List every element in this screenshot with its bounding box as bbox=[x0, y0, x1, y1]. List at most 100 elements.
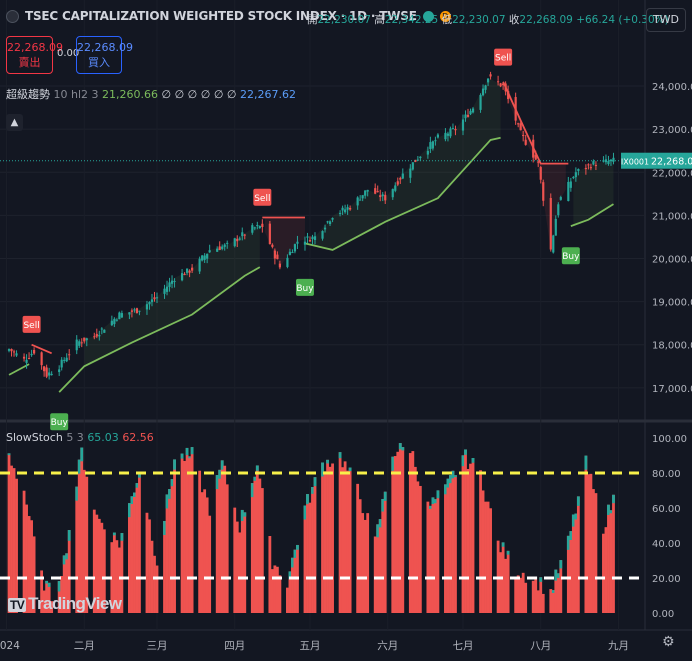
supertrend-legend[interactable]: 超級趨勢 10 hl2 3 21,260.66 ∅ ∅ ∅ ∅ ∅ ∅ 22,2… bbox=[6, 86, 296, 102]
candle-body bbox=[361, 195, 364, 199]
candle-body bbox=[256, 224, 259, 227]
signal-marker bbox=[494, 48, 513, 66]
ohlc-values: 開22,230.07 高22,342.25 低22,230.07 收22,268… bbox=[307, 12, 669, 27]
open-label: 開 bbox=[307, 14, 318, 26]
candle-body bbox=[466, 114, 470, 117]
stoch-tick-label: 100.00 bbox=[652, 434, 687, 445]
uptrend-fill bbox=[84, 226, 260, 367]
candle-body bbox=[115, 319, 118, 321]
symbol-tag-label: IX0001 bbox=[621, 158, 649, 167]
stoch-bar bbox=[233, 507, 237, 613]
candle-body bbox=[48, 372, 51, 376]
spread-value: 0.00 bbox=[57, 48, 80, 59]
stoch-bar bbox=[238, 532, 242, 613]
settings-gear-icon[interactable]: ⚙ bbox=[662, 634, 675, 650]
candle-body bbox=[559, 197, 562, 200]
stoch-bar bbox=[278, 575, 282, 613]
stoch-bar-cap bbox=[313, 477, 317, 487]
candle-body bbox=[133, 309, 136, 311]
stoch-bar bbox=[464, 449, 467, 613]
sell-button[interactable]: 22,268.09 賣出 bbox=[6, 36, 63, 74]
stoch-bar-cap bbox=[556, 573, 560, 578]
price-tick-label: 18,000.00 bbox=[652, 341, 692, 352]
stoch-bar bbox=[358, 499, 362, 613]
stoch-bar bbox=[308, 502, 312, 613]
symbol-title[interactable]: TSEC CAPITALIZATION WEIGHTED STOCK INDEX… bbox=[25, 9, 417, 23]
stoch-bar bbox=[348, 467, 352, 613]
candle-body bbox=[206, 253, 209, 259]
stoch-bar bbox=[454, 475, 457, 613]
candle-body bbox=[502, 83, 505, 86]
candle-body bbox=[524, 139, 527, 145]
stoch-bar-cap bbox=[571, 514, 575, 527]
candle-body bbox=[419, 156, 422, 158]
stoch-bar bbox=[554, 569, 558, 613]
collapse-legend-button[interactable]: ▲ bbox=[6, 114, 23, 131]
currency-selector[interactable]: TWD bbox=[646, 8, 686, 32]
candle-body bbox=[567, 181, 570, 202]
candle-body bbox=[308, 240, 312, 242]
candle-body bbox=[128, 312, 131, 315]
stoch-bar-cap bbox=[303, 505, 307, 520]
signal-marker bbox=[50, 413, 69, 431]
sell-label: 賣出 bbox=[18, 56, 41, 69]
sell-signal: Sell bbox=[22, 315, 41, 333]
tradingview-logo[interactable]: TV TradingView bbox=[8, 594, 122, 614]
stoch-bar-cap bbox=[57, 581, 61, 592]
candle-body bbox=[522, 134, 525, 136]
stoch-bar bbox=[60, 575, 64, 613]
stoch-bar bbox=[393, 456, 397, 613]
stoch-bar bbox=[311, 487, 314, 613]
stoch-bar bbox=[115, 540, 119, 613]
stoch-bar bbox=[30, 520, 33, 613]
candle-body bbox=[399, 178, 402, 180]
candle-body bbox=[414, 159, 417, 162]
stoch-bar bbox=[220, 460, 224, 613]
change-value: +66.24 (+0.30%) bbox=[576, 14, 669, 26]
candle-body bbox=[554, 218, 557, 236]
stoch-bar-cap bbox=[584, 455, 588, 470]
stoch-bar bbox=[363, 519, 367, 613]
stoch-bar bbox=[253, 476, 257, 613]
candle-body bbox=[356, 197, 359, 206]
candle-body bbox=[549, 198, 552, 250]
stoch-bar-cap bbox=[428, 505, 432, 509]
stoch-bar bbox=[12, 468, 16, 613]
stoch-bar-cap bbox=[501, 542, 505, 547]
stoch-bar bbox=[328, 466, 332, 613]
stoch-bar bbox=[428, 505, 432, 613]
stoch-bar bbox=[198, 470, 202, 613]
stoch-bar-cap bbox=[566, 535, 570, 550]
candle-body bbox=[145, 304, 149, 310]
stoch-bar-cap bbox=[7, 453, 11, 456]
data-delay-badge[interactable]: D bbox=[439, 10, 451, 22]
stoch-bar bbox=[381, 498, 385, 613]
candle-body bbox=[331, 218, 334, 220]
candle-body bbox=[278, 263, 281, 268]
candle-body bbox=[12, 351, 16, 353]
buy-button[interactable]: 22,268.09 買入 bbox=[76, 36, 133, 74]
stoch-bar bbox=[451, 470, 455, 613]
candle-body bbox=[499, 83, 502, 87]
signal-label: Buy bbox=[51, 418, 69, 428]
stoch-bar-cap bbox=[569, 531, 573, 540]
stoch-bar-cap bbox=[67, 530, 71, 541]
stoch-bar bbox=[15, 478, 18, 613]
stoch-bar bbox=[536, 590, 540, 613]
stoch-bar bbox=[602, 533, 605, 613]
stoch-bar bbox=[576, 496, 580, 613]
stoch-legend[interactable]: SlowStoch 5 3 65.03 62.56 bbox=[6, 431, 154, 444]
candle-body bbox=[349, 208, 352, 210]
stoch-bar bbox=[556, 573, 560, 613]
high-value: 22,342.25 bbox=[384, 14, 439, 26]
time-tick-label: 五月 bbox=[299, 640, 320, 652]
stoch-bar bbox=[215, 475, 219, 613]
close-value: 22,268.09 bbox=[519, 14, 573, 26]
stoch-bar bbox=[566, 535, 570, 613]
candle-body bbox=[303, 241, 307, 245]
price-tick-label: 19,000.00 bbox=[652, 298, 692, 309]
stoch-bar-cap bbox=[65, 553, 69, 560]
candle-body bbox=[276, 254, 279, 260]
stoch-bar-cap bbox=[255, 465, 259, 471]
